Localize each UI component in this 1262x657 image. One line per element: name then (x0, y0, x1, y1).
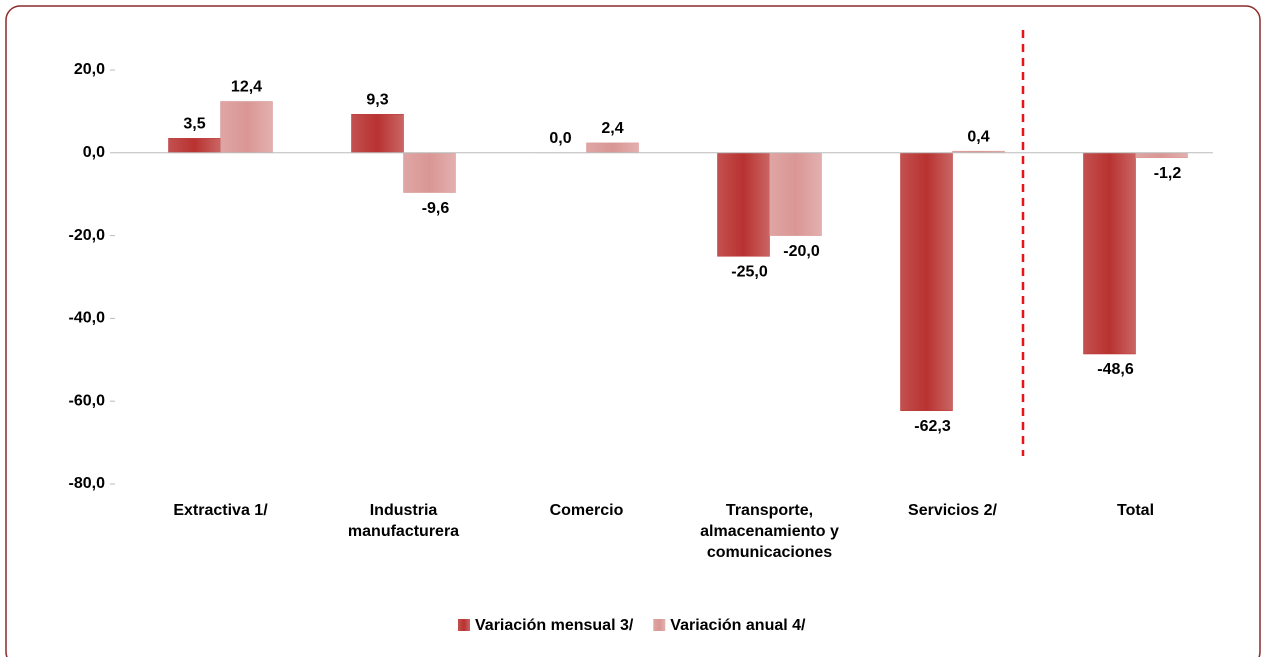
y-tick-label: -20,0 (69, 227, 106, 244)
data-label: -62,3 (914, 418, 951, 435)
x-tick-label: Extractiva 1/ (173, 502, 268, 519)
data-label: 0,0 (549, 130, 571, 147)
data-label: -48,6 (1097, 361, 1134, 378)
x-tick-label: Transporte, almacenamiento y comunicacio… (700, 502, 839, 561)
data-label: -9,6 (422, 200, 450, 217)
bar (220, 101, 273, 154)
y-tick-label: -40,0 (69, 310, 106, 327)
data-label: 12,4 (231, 79, 262, 96)
legend-swatch (458, 619, 470, 631)
bar (168, 138, 221, 154)
legend-label: Variación anual 4/ (670, 617, 806, 634)
data-label: 9,3 (366, 92, 388, 109)
bar (717, 152, 770, 257)
data-label: 3,5 (183, 116, 205, 133)
bar (1135, 152, 1188, 159)
x-tick-label: Servicios 2/ (908, 502, 997, 519)
legend-label: Variación mensual 3/ (475, 617, 634, 634)
data-label: -25,0 (731, 264, 768, 281)
data-label: -1,2 (1154, 165, 1182, 182)
frame (5, 5, 1261, 657)
legend-swatch (653, 619, 666, 631)
bar (1083, 152, 1136, 355)
bar (351, 114, 404, 154)
x-tick-label: Total (1116, 502, 1155, 519)
bar (900, 152, 953, 411)
y-tick-label: -60,0 (69, 392, 106, 409)
bar (403, 152, 456, 193)
data-label: 0,4 (967, 128, 989, 145)
y-tick-label: 20,0 (74, 61, 105, 78)
y-tick-label: -80,0 (69, 475, 106, 492)
x-tick-label: Industria manufacturera (347, 502, 460, 540)
data-label: -20,0 (783, 243, 820, 260)
y-tick-label: 0,0 (83, 144, 105, 161)
bar (586, 142, 639, 154)
bar (769, 152, 822, 236)
data-label: 2,4 (601, 120, 623, 137)
x-tick-label: Comercio (549, 502, 624, 519)
